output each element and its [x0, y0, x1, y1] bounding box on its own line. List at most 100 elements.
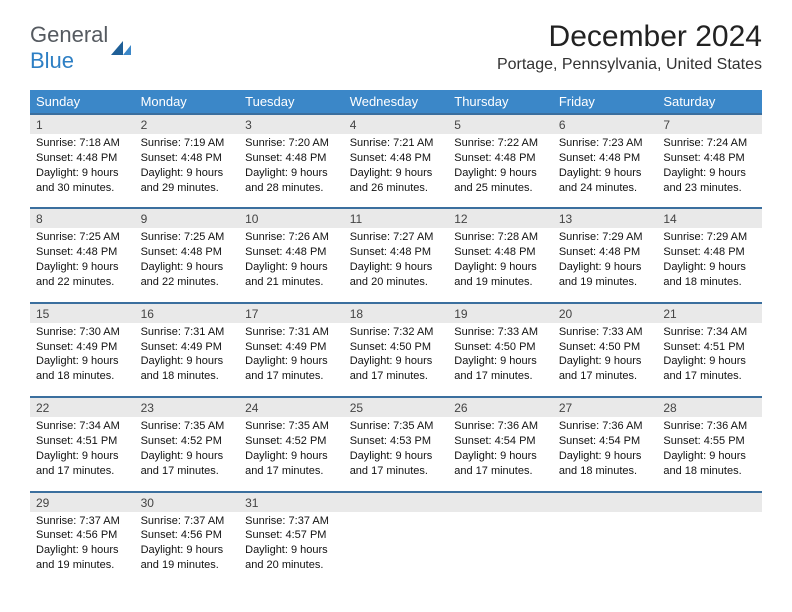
- day-number-cell: 6: [553, 114, 658, 134]
- day-number-cell: 9: [135, 208, 240, 228]
- day-info-line: Sunset: 4:48 PM: [245, 245, 338, 260]
- day-info-line: and 19 minutes.: [36, 558, 129, 573]
- day-info-line: Sunrise: 7:21 AM: [350, 136, 443, 151]
- day-info-line: and 17 minutes.: [454, 464, 547, 479]
- day-info-line: Sunrise: 7:31 AM: [245, 325, 338, 340]
- day-info-line: Daylight: 9 hours: [350, 354, 443, 369]
- day-number-cell: 21: [657, 303, 762, 323]
- day-number-cell: 27: [553, 397, 658, 417]
- day-info-line: and 19 minutes.: [559, 275, 652, 290]
- day-header: Wednesday: [344, 90, 449, 114]
- day-info-line: Sunrise: 7:33 AM: [559, 325, 652, 340]
- day-info-line: Sunset: 4:52 PM: [141, 434, 234, 449]
- day-info-line: Daylight: 9 hours: [350, 260, 443, 275]
- day-info-cell: Sunrise: 7:35 AMSunset: 4:52 PMDaylight:…: [239, 417, 344, 491]
- day-info-cell: Sunrise: 7:28 AMSunset: 4:48 PMDaylight:…: [448, 228, 553, 302]
- day-info-line: Sunset: 4:52 PM: [245, 434, 338, 449]
- day-number-cell: 14: [657, 208, 762, 228]
- day-info-line: and 18 minutes.: [141, 369, 234, 384]
- logo: General Blue: [30, 22, 132, 74]
- day-info-cell: [344, 512, 449, 585]
- day-header-row: Sunday Monday Tuesday Wednesday Thursday…: [30, 90, 762, 114]
- day-info-cell: Sunrise: 7:25 AMSunset: 4:48 PMDaylight:…: [135, 228, 240, 302]
- day-info-line: Sunset: 4:48 PM: [454, 151, 547, 166]
- day-info-line: and 19 minutes.: [141, 558, 234, 573]
- logo-text-general: General: [30, 22, 108, 47]
- day-number-cell: 18: [344, 303, 449, 323]
- day-info-line: Sunrise: 7:33 AM: [454, 325, 547, 340]
- day-info-cell: Sunrise: 7:33 AMSunset: 4:50 PMDaylight:…: [553, 323, 658, 397]
- day-info-line: and 28 minutes.: [245, 181, 338, 196]
- day-info-line: and 20 minutes.: [350, 275, 443, 290]
- day-number-cell: 12: [448, 208, 553, 228]
- day-info-line: Sunrise: 7:24 AM: [663, 136, 756, 151]
- day-info-cell: [448, 512, 553, 585]
- day-number-cell: 10: [239, 208, 344, 228]
- day-info-line: Daylight: 9 hours: [663, 260, 756, 275]
- day-number-cell: 23: [135, 397, 240, 417]
- day-number-cell: 2: [135, 114, 240, 134]
- day-info-line: Daylight: 9 hours: [141, 354, 234, 369]
- day-info-line: and 17 minutes.: [350, 464, 443, 479]
- week-daynum-row: 293031: [30, 492, 762, 512]
- day-info-line: Sunset: 4:56 PM: [36, 528, 129, 543]
- day-info-line: and 26 minutes.: [350, 181, 443, 196]
- day-info-line: Sunrise: 7:30 AM: [36, 325, 129, 340]
- day-info-line: Sunset: 4:51 PM: [663, 340, 756, 355]
- day-number-cell: 11: [344, 208, 449, 228]
- day-number-cell: 28: [657, 397, 762, 417]
- day-header: Sunday: [30, 90, 135, 114]
- day-header: Tuesday: [239, 90, 344, 114]
- day-number-cell: 5: [448, 114, 553, 134]
- day-info-line: Sunrise: 7:34 AM: [663, 325, 756, 340]
- week-daynum-row: 891011121314: [30, 208, 762, 228]
- day-number-cell: 16: [135, 303, 240, 323]
- day-info-cell: Sunrise: 7:25 AMSunset: 4:48 PMDaylight:…: [30, 228, 135, 302]
- day-info-cell: Sunrise: 7:29 AMSunset: 4:48 PMDaylight:…: [657, 228, 762, 302]
- day-header: Saturday: [657, 90, 762, 114]
- day-info-cell: Sunrise: 7:22 AMSunset: 4:48 PMDaylight:…: [448, 134, 553, 208]
- day-info-line: and 30 minutes.: [36, 181, 129, 196]
- day-info-cell: Sunrise: 7:23 AMSunset: 4:48 PMDaylight:…: [553, 134, 658, 208]
- week-daynum-row: 1234567: [30, 114, 762, 134]
- day-info-line: Sunset: 4:51 PM: [36, 434, 129, 449]
- day-info-line: Sunrise: 7:32 AM: [350, 325, 443, 340]
- day-info-line: Daylight: 9 hours: [559, 354, 652, 369]
- day-info-line: Sunset: 4:48 PM: [36, 151, 129, 166]
- day-info-line: Sunrise: 7:29 AM: [663, 230, 756, 245]
- day-info-cell: Sunrise: 7:19 AMSunset: 4:48 PMDaylight:…: [135, 134, 240, 208]
- day-info-line: Sunset: 4:48 PM: [141, 245, 234, 260]
- day-info-line: Daylight: 9 hours: [36, 543, 129, 558]
- day-info-line: and 17 minutes.: [454, 369, 547, 384]
- day-info-line: Sunrise: 7:28 AM: [454, 230, 547, 245]
- day-info-line: Daylight: 9 hours: [559, 449, 652, 464]
- day-info-line: Daylight: 9 hours: [350, 166, 443, 181]
- day-info-line: and 17 minutes.: [350, 369, 443, 384]
- day-info-line: and 17 minutes.: [141, 464, 234, 479]
- day-info-line: Sunset: 4:48 PM: [559, 151, 652, 166]
- day-info-line: Daylight: 9 hours: [559, 260, 652, 275]
- day-number-cell: [448, 492, 553, 512]
- day-info-line: Sunrise: 7:25 AM: [141, 230, 234, 245]
- day-header: Friday: [553, 90, 658, 114]
- day-info-line: Sunset: 4:48 PM: [350, 245, 443, 260]
- day-info-line: Daylight: 9 hours: [663, 166, 756, 181]
- logo-sail-icon: [110, 41, 132, 55]
- week-daynum-row: 15161718192021: [30, 303, 762, 323]
- calendar-table: Sunday Monday Tuesday Wednesday Thursday…: [30, 90, 762, 585]
- day-info-line: Daylight: 9 hours: [663, 449, 756, 464]
- day-info-cell: Sunrise: 7:36 AMSunset: 4:54 PMDaylight:…: [448, 417, 553, 491]
- week-info-row: Sunrise: 7:34 AMSunset: 4:51 PMDaylight:…: [30, 417, 762, 491]
- day-number-cell: 3: [239, 114, 344, 134]
- title-block: December 2024 Portage, Pennsylvania, Uni…: [30, 20, 762, 74]
- day-info-line: Daylight: 9 hours: [663, 354, 756, 369]
- day-info-line: Sunrise: 7:20 AM: [245, 136, 338, 151]
- day-info-line: and 18 minutes.: [663, 464, 756, 479]
- day-info-line: Daylight: 9 hours: [454, 354, 547, 369]
- day-info-line: Sunset: 4:48 PM: [559, 245, 652, 260]
- day-number-cell: 20: [553, 303, 658, 323]
- day-info-line: Sunrise: 7:25 AM: [36, 230, 129, 245]
- day-number-cell: 24: [239, 397, 344, 417]
- week-info-row: Sunrise: 7:25 AMSunset: 4:48 PMDaylight:…: [30, 228, 762, 302]
- day-info-cell: Sunrise: 7:27 AMSunset: 4:48 PMDaylight:…: [344, 228, 449, 302]
